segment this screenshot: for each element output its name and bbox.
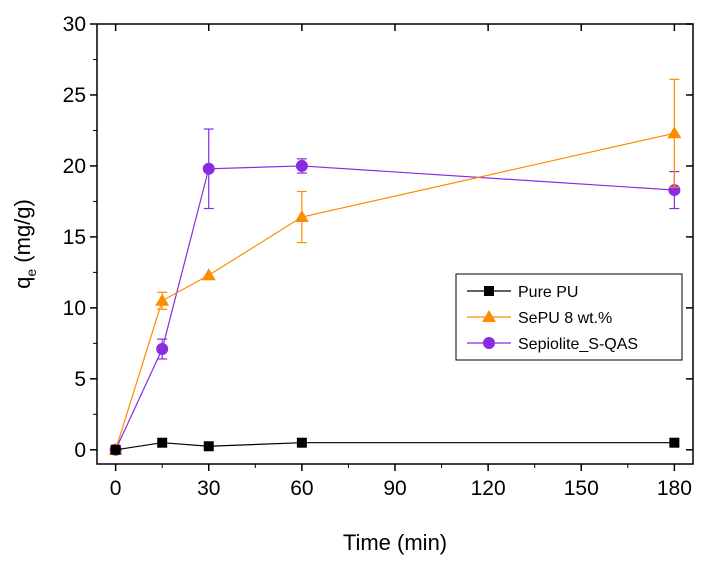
data-point — [202, 162, 215, 175]
data-point — [156, 343, 169, 356]
data-point — [295, 159, 308, 172]
series-line — [115, 442, 675, 451]
series-sepu-8-wt- — [108, 78, 682, 455]
data-point — [203, 441, 214, 452]
y-tick-label: 10 — [63, 297, 86, 320]
x-tick-label: 180 — [657, 477, 692, 500]
data-point — [157, 437, 168, 448]
data-point — [155, 293, 170, 306]
data-point — [669, 437, 680, 448]
legend-item: SePU 8 wt.% — [467, 310, 612, 327]
x-axis: 0 30 60 90 120 150 180 — [110, 24, 692, 500]
x-tick-label: 120 — [471, 477, 506, 500]
legend-item: Pure PU — [467, 284, 578, 301]
plot-frame — [96, 23, 694, 465]
legend-label: SePU 8 wt.% — [518, 310, 612, 327]
data-point — [110, 444, 121, 455]
series-layer — [108, 78, 682, 456]
x-tick-label: 60 — [290, 477, 313, 500]
y-tick-label: 20 — [63, 155, 86, 178]
y-tick-label: 5 — [74, 368, 86, 391]
legend-marker — [484, 286, 494, 296]
legend-label: Pure PU — [518, 284, 578, 301]
y-tick-label: 25 — [63, 84, 86, 107]
y-tick-label: 0 — [74, 439, 86, 462]
data-point — [294, 210, 309, 223]
y-tick-label: 15 — [63, 226, 86, 249]
legend-item: Sepiolite_S-QAS — [467, 336, 638, 353]
y-axis-title-main: q — [10, 277, 35, 289]
x-tick-label: 0 — [110, 477, 122, 500]
x-tick-label: 90 — [383, 477, 406, 500]
y-axis-title-unit: (mg/g) — [10, 199, 35, 269]
y-axis-title-subscript: e — [23, 269, 39, 277]
data-point — [667, 126, 682, 139]
legend: Pure PU SePU 8 wt.% Sepiolite_S-QAS — [455, 273, 683, 361]
data-point — [296, 437, 307, 448]
legend-label: Sepiolite_S-QAS — [518, 336, 638, 353]
legend-marker — [482, 310, 496, 322]
y-axis: 0 5 10 15 20 25 30 — [63, 13, 693, 462]
x-tick-label: 150 — [564, 477, 599, 500]
data-point — [201, 268, 216, 281]
y-axis-title: qe (mg/g) — [10, 199, 39, 289]
legend-marker — [483, 337, 495, 349]
series-pure-pu — [110, 437, 680, 455]
x-tick-label: 30 — [197, 477, 220, 500]
x-axis-title: Time (min) — [343, 530, 447, 555]
y-tick-label: 30 — [63, 13, 86, 36]
